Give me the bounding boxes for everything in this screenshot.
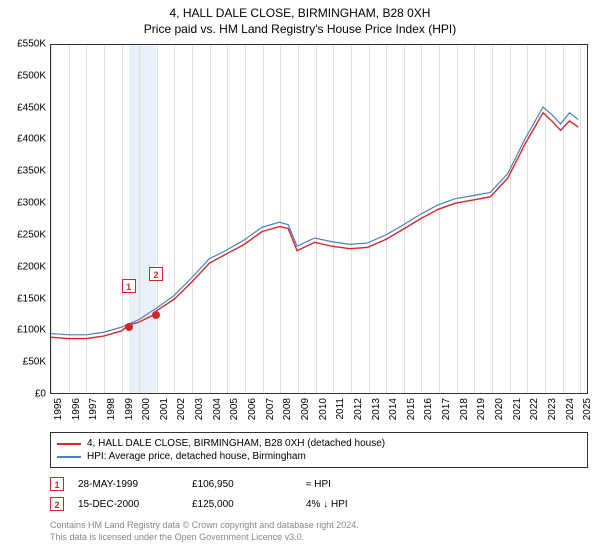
sale-change: ≈ HPI xyxy=(306,479,406,490)
x-tick-label: 2012 xyxy=(353,398,364,420)
y-axis: £0£50K£100K£150K£200K£250K£300K£350K£400… xyxy=(0,44,48,394)
series-line-hpi xyxy=(51,107,578,335)
sale-row: 1 28-MAY-1999 £106,950 ≈ HPI xyxy=(50,474,588,494)
footnote-line: This data is licensed under the Open Gov… xyxy=(50,532,588,544)
x-tick-label: 2000 xyxy=(141,398,152,420)
x-tick-label: 2004 xyxy=(212,398,223,420)
y-tick-label: £350K xyxy=(17,166,46,177)
x-axis: 1995 1996 1997 1998 1999 2000 2001 2002 2003 2004… xyxy=(50,396,588,426)
sale-date: 15-DEC-2000 xyxy=(78,499,178,510)
x-tick-label: 2019 xyxy=(476,398,487,420)
y-tick-label: £400K xyxy=(17,134,46,145)
x-tick-label: 1995 xyxy=(53,398,64,420)
y-tick-label: £200K xyxy=(17,261,46,272)
sales-table: 1 28-MAY-1999 £106,950 ≈ HPI 2 15-DEC-2000 £12… xyxy=(50,474,588,514)
x-tick-label: 2017 xyxy=(441,398,452,420)
y-tick-label: £300K xyxy=(17,198,46,209)
x-tick-label: 1998 xyxy=(106,398,117,420)
x-tick-label: 2006 xyxy=(247,398,258,420)
legend-box: 4, HALL DALE CLOSE, BIRMINGHAM, B28 0XH … xyxy=(50,432,588,468)
y-tick-label: £500K xyxy=(17,70,46,81)
footnote-line: Contains HM Land Registry data © Crown c… xyxy=(50,520,588,532)
x-tick-label: 2010 xyxy=(318,398,329,420)
x-tick-label: 2001 xyxy=(159,398,170,420)
x-tick-label: 1999 xyxy=(124,398,135,420)
x-tick-label: 2016 xyxy=(423,398,434,420)
x-tick-label: 2015 xyxy=(406,398,417,420)
chart-container: 4, HALL DALE CLOSE, BIRMINGHAM, B28 0XH … xyxy=(0,0,600,560)
y-tick-label: £0 xyxy=(35,389,46,400)
sale-price: £106,950 xyxy=(192,479,292,490)
x-tick-label: 2003 xyxy=(194,398,205,420)
sale-date: 28-MAY-1999 xyxy=(78,479,178,490)
legend-area: 4, HALL DALE CLOSE, BIRMINGHAM, B28 0XH … xyxy=(50,432,588,543)
footnote: Contains HM Land Registry data © Crown c… xyxy=(50,520,588,543)
legend-swatch xyxy=(57,443,81,445)
y-tick-label: £550K xyxy=(17,39,46,50)
sale-marker-dot xyxy=(125,323,133,331)
chart-subtitle: Price paid vs. HM Land Registry's House … xyxy=(0,20,600,36)
sale-price: £125,000 xyxy=(192,499,292,510)
y-tick-label: £50K xyxy=(23,357,46,368)
y-tick-label: £450K xyxy=(17,102,46,113)
x-tick-label: 2014 xyxy=(388,398,399,420)
x-tick-label: 1997 xyxy=(88,398,99,420)
y-tick-label: £250K xyxy=(17,229,46,240)
y-tick-label: £100K xyxy=(17,325,46,336)
x-tick-label: 2007 xyxy=(265,398,276,420)
legend-label: 4, HALL DALE CLOSE, BIRMINGHAM, B28 0XH … xyxy=(87,438,385,449)
series-line-property xyxy=(51,113,578,339)
x-tick-label: 2020 xyxy=(494,398,505,420)
sale-marker-icon: 2 xyxy=(50,497,64,511)
x-tick-label: 2002 xyxy=(176,398,187,420)
x-tick-label: 2024 xyxy=(565,398,576,420)
x-tick-label: 2011 xyxy=(335,398,346,420)
x-tick-label: 1996 xyxy=(71,398,82,420)
legend-item: 4, HALL DALE CLOSE, BIRMINGHAM, B28 0XH … xyxy=(57,437,581,450)
x-tick-label: 2009 xyxy=(300,398,311,420)
x-tick-label: 2005 xyxy=(229,398,240,420)
line-series-svg xyxy=(51,45,587,393)
x-tick-label: 2008 xyxy=(282,398,293,420)
sale-marker-dot xyxy=(152,311,160,319)
x-tick-label: 2018 xyxy=(459,398,470,420)
sale-marker-label: 2 xyxy=(149,267,163,281)
x-tick-label: 2022 xyxy=(529,398,540,420)
x-tick-label: 2023 xyxy=(547,398,558,420)
sale-change: 4% ↓ HPI xyxy=(306,499,406,510)
x-tick-label: 2013 xyxy=(371,398,382,420)
chart-title: 4, HALL DALE CLOSE, BIRMINGHAM, B28 0XH xyxy=(0,0,600,20)
plot-area: 12 xyxy=(50,44,588,394)
legend-item: HPI: Average price, detached house, Birm… xyxy=(57,450,581,463)
legend-swatch xyxy=(57,456,81,458)
x-tick-label: 2025 xyxy=(582,398,593,420)
x-tick-label: 2021 xyxy=(512,398,523,420)
legend-label: HPI: Average price, detached house, Birm… xyxy=(87,451,306,462)
sale-marker-label: 1 xyxy=(122,279,136,293)
y-tick-label: £150K xyxy=(17,293,46,304)
sale-row: 2 15-DEC-2000 £125,000 4% ↓ HPI xyxy=(50,494,588,514)
sale-marker-icon: 1 xyxy=(50,477,64,491)
